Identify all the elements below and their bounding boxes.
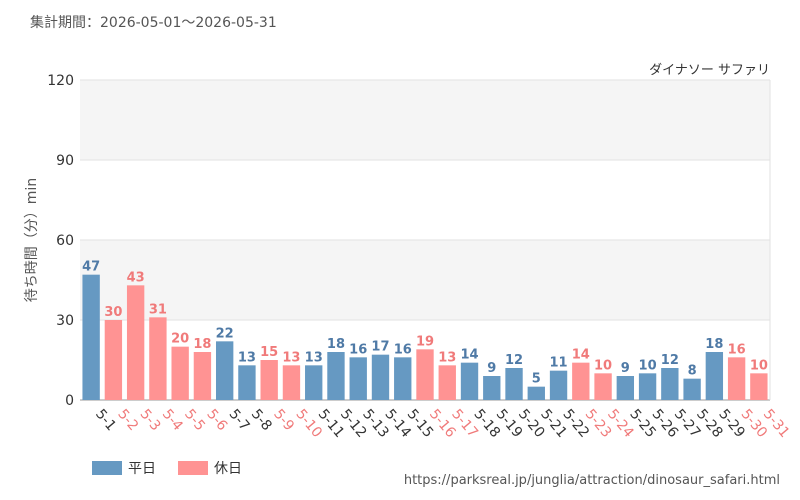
bar-value-label: 12: [505, 353, 523, 368]
x-axis-tick-labels: 5-15-25-35-45-55-65-75-85-95-105-115-125…: [92, 406, 792, 441]
bar: [616, 376, 635, 400]
legend: 平日 休日: [92, 458, 242, 478]
y-tick-label: 90: [56, 153, 74, 169]
bar: [82, 274, 100, 400]
bar: [661, 368, 679, 400]
bar: [260, 360, 278, 400]
bar-value-label: 16: [728, 342, 746, 357]
bar-value-label: 10: [594, 358, 612, 373]
bar: [727, 357, 746, 400]
bar-value-label: 9: [487, 361, 496, 376]
y-axis-label: 待ち時間（分）min: [24, 178, 40, 302]
bar: [505, 368, 523, 400]
bar: [460, 362, 479, 400]
bar: [193, 352, 212, 400]
bar: [549, 370, 568, 400]
bar-value-label: 15: [260, 345, 278, 360]
bar-value-label: 47: [82, 260, 100, 275]
x-tick-label: 5-6: [203, 406, 230, 434]
x-tick-label: 5-7: [226, 406, 253, 434]
legend-swatch-weekday: [92, 461, 122, 475]
bar-value-label: 12: [661, 353, 679, 368]
bar-value-label: 18: [327, 337, 345, 352]
bar-value-label: 30: [104, 305, 122, 320]
bar-value-label: 16: [394, 342, 412, 357]
chart-title: ダイナソー サファリ: [649, 63, 770, 78]
bar-value-label: 20: [171, 332, 189, 347]
bar-value-label: 8: [688, 364, 697, 379]
x-tick-label: 5-9: [270, 406, 297, 434]
legend-item-holiday: 休日: [178, 458, 242, 478]
bar-value-label: 10: [639, 358, 657, 373]
bar: [171, 346, 189, 400]
bar-value-label: 9: [621, 361, 630, 376]
bars: [82, 274, 768, 400]
bar-value-label: 13: [305, 350, 323, 365]
bar-value-label: 22: [216, 326, 234, 341]
bar: [327, 352, 345, 400]
bar: [104, 320, 123, 400]
legend-item-weekday: 平日: [92, 458, 156, 478]
bar: [594, 373, 612, 400]
bar-value-label: 17: [371, 340, 389, 355]
bar: [438, 365, 456, 400]
bar: [238, 365, 256, 400]
x-tick-label: 5-8: [248, 406, 275, 434]
bar-value-label: 14: [572, 348, 590, 363]
bar-chart: 0 30 60 90 120 47 30 43 31 20 18 22 13 15 13 13 18 16 17 1…: [24, 63, 792, 441]
x-tick-label: 5-3: [137, 406, 164, 434]
background-bands: [80, 80, 770, 320]
bar-value-label: 11: [550, 356, 568, 371]
bar-value-label: 13: [438, 350, 456, 365]
bar-value-label: 19: [416, 334, 434, 349]
bar-value-label: 13: [282, 350, 300, 365]
bar: [215, 341, 234, 400]
legend-label-weekday: 平日: [128, 461, 156, 477]
grid-band: [80, 240, 770, 320]
bar-value-label: 18: [193, 337, 211, 352]
bar: [371, 354, 390, 400]
bar: [305, 365, 323, 400]
bar-value-label: 31: [149, 302, 167, 317]
value-labels: 47 30 43 31 20 18 22 13 15 13 13 18 16 17 16 19 13 14 9 12 5…: [82, 260, 768, 387]
bar-value-label: 10: [750, 358, 768, 373]
y-tick-label: 30: [56, 313, 74, 329]
bar-value-label: 5: [532, 372, 541, 387]
source-url[interactable]: https://parksreal.jp/junglia/attraction/…: [403, 473, 780, 488]
bar: [394, 357, 412, 400]
x-tick-label: 5-2: [114, 406, 141, 434]
grid-band: [80, 80, 770, 160]
y-tick-label: 0: [65, 393, 74, 409]
bar: [683, 378, 701, 400]
y-tick-label: 120: [47, 73, 74, 89]
bar-value-label: 14: [460, 348, 478, 363]
legend-swatch-holiday: [178, 461, 208, 475]
bar: [483, 376, 501, 400]
bar-value-label: 43: [127, 270, 145, 285]
y-axis-ticks: 0 30 60 90 120: [47, 73, 74, 409]
x-tick-label: 5-5: [181, 406, 208, 434]
bar-value-label: 18: [705, 337, 723, 352]
bar: [349, 357, 367, 400]
bar-value-label: 16: [349, 342, 367, 357]
bar: [149, 317, 167, 400]
period-label: 集計期間：2026-05-01〜2026-05-31: [30, 15, 277, 31]
bar: [572, 362, 590, 400]
bar: [282, 365, 301, 400]
bar: [705, 352, 724, 400]
y-tick-label: 60: [56, 233, 74, 249]
x-tick-label: 5-4: [159, 406, 186, 434]
bar: [416, 349, 434, 400]
bar: [750, 373, 768, 400]
bar: [527, 386, 545, 400]
legend-label-holiday: 休日: [214, 461, 242, 477]
x-tick-label: 5-1: [92, 406, 119, 434]
bar: [638, 373, 657, 400]
bar: [126, 285, 145, 400]
bar-value-label: 13: [238, 350, 256, 365]
